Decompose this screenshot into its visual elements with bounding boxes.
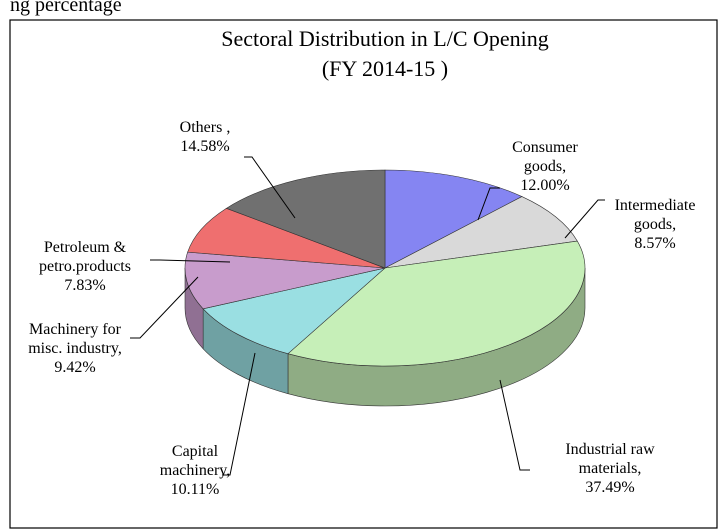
value-label: 14.58% <box>180 138 230 155</box>
slice-label: Consumer goods, 12.00% <box>500 138 590 195</box>
leader-lines <box>130 156 605 476</box>
slice <box>184 251 386 310</box>
category-label: Others , <box>179 119 231 136</box>
value-label: 9.42% <box>54 359 96 376</box>
leader-line <box>222 352 256 476</box>
category-label: Consumer goods, <box>512 139 578 175</box>
leader-line <box>477 187 500 221</box>
page-text: ng percentage <box>10 0 122 16</box>
leader-line <box>150 259 231 263</box>
slice-label: Petroleum & petro.products 7.83% <box>10 238 160 295</box>
value-label: 7.83% <box>64 277 106 294</box>
category-label: Capital machinery, <box>159 443 231 479</box>
slice <box>202 267 386 355</box>
value-label: 8.57% <box>634 235 676 252</box>
slice <box>287 240 586 367</box>
category-label: Machinery for misc. industry, <box>28 321 122 357</box>
slice <box>384 196 578 269</box>
leader-line <box>244 156 296 219</box>
leader-line <box>499 379 530 471</box>
slice-label: Intermediate goods, 8.57% <box>600 196 710 253</box>
slice-label: Others , 14.58% <box>160 118 250 156</box>
category-label: Petroleum & petro.products <box>39 239 131 275</box>
chart-title: Sectoral Distribution in L/C Opening <box>221 26 549 51</box>
slice <box>225 169 386 269</box>
leader-line <box>130 276 199 339</box>
slice-label: Capital machinery, 10.11% <box>140 442 250 499</box>
value-label: 37.49% <box>585 479 635 496</box>
pie <box>184 169 586 407</box>
chart-subtitle: (FY 2014-15 ) <box>322 56 448 81</box>
value-label: 10.11% <box>170 481 220 498</box>
category-label: Industrial raw materials, <box>565 441 655 477</box>
leader-line <box>564 199 605 239</box>
value-label: 12.00% <box>520 177 570 194</box>
slice-label: Industrial raw materials, 37.49% <box>545 440 675 497</box>
slice-label: Machinery for misc. industry, 9.42% <box>15 320 135 377</box>
category-label: Intermediate goods, <box>614 197 696 233</box>
slice <box>187 207 386 269</box>
